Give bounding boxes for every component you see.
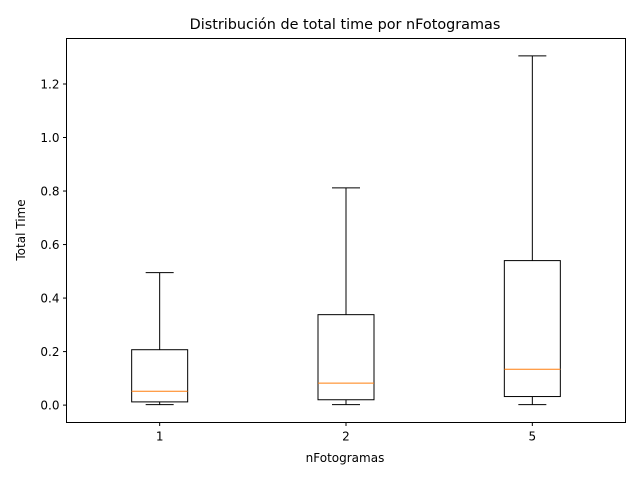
x-tick-label: 5 <box>529 430 537 444</box>
y-tick-label: 1.2 <box>40 77 59 91</box>
chart-title: Distribución de total time por nFotogram… <box>190 17 501 33</box>
boxes-layer <box>131 55 561 406</box>
y-tick-label: 0.0 <box>40 398 59 412</box>
y-tick-label: 0.8 <box>40 184 59 198</box>
x-axis-label: nFotogramas <box>306 451 385 465</box>
x-axis: 1 2 5 <box>156 422 537 444</box>
y-tick-label: 0.4 <box>40 291 59 305</box>
y-tick-label: 0.2 <box>40 345 59 359</box>
iqr-box <box>503 260 561 398</box>
x-tick-label: 1 <box>156 430 164 444</box>
y-tick-label: 1.0 <box>40 131 59 145</box>
y-axis: 0.0 0.2 0.4 0.6 0.8 1.0 1.2 <box>40 77 67 412</box>
iqr-box <box>317 314 375 401</box>
y-tick-label: 0.6 <box>40 238 59 252</box>
x-tick-label: 2 <box>342 430 350 444</box>
y-axis-label: Total Time <box>14 199 28 261</box>
box-group-5 <box>503 55 561 406</box>
iqr-box <box>131 349 189 403</box>
box-group-2 <box>317 187 375 406</box>
box-group-1 <box>131 272 189 406</box>
